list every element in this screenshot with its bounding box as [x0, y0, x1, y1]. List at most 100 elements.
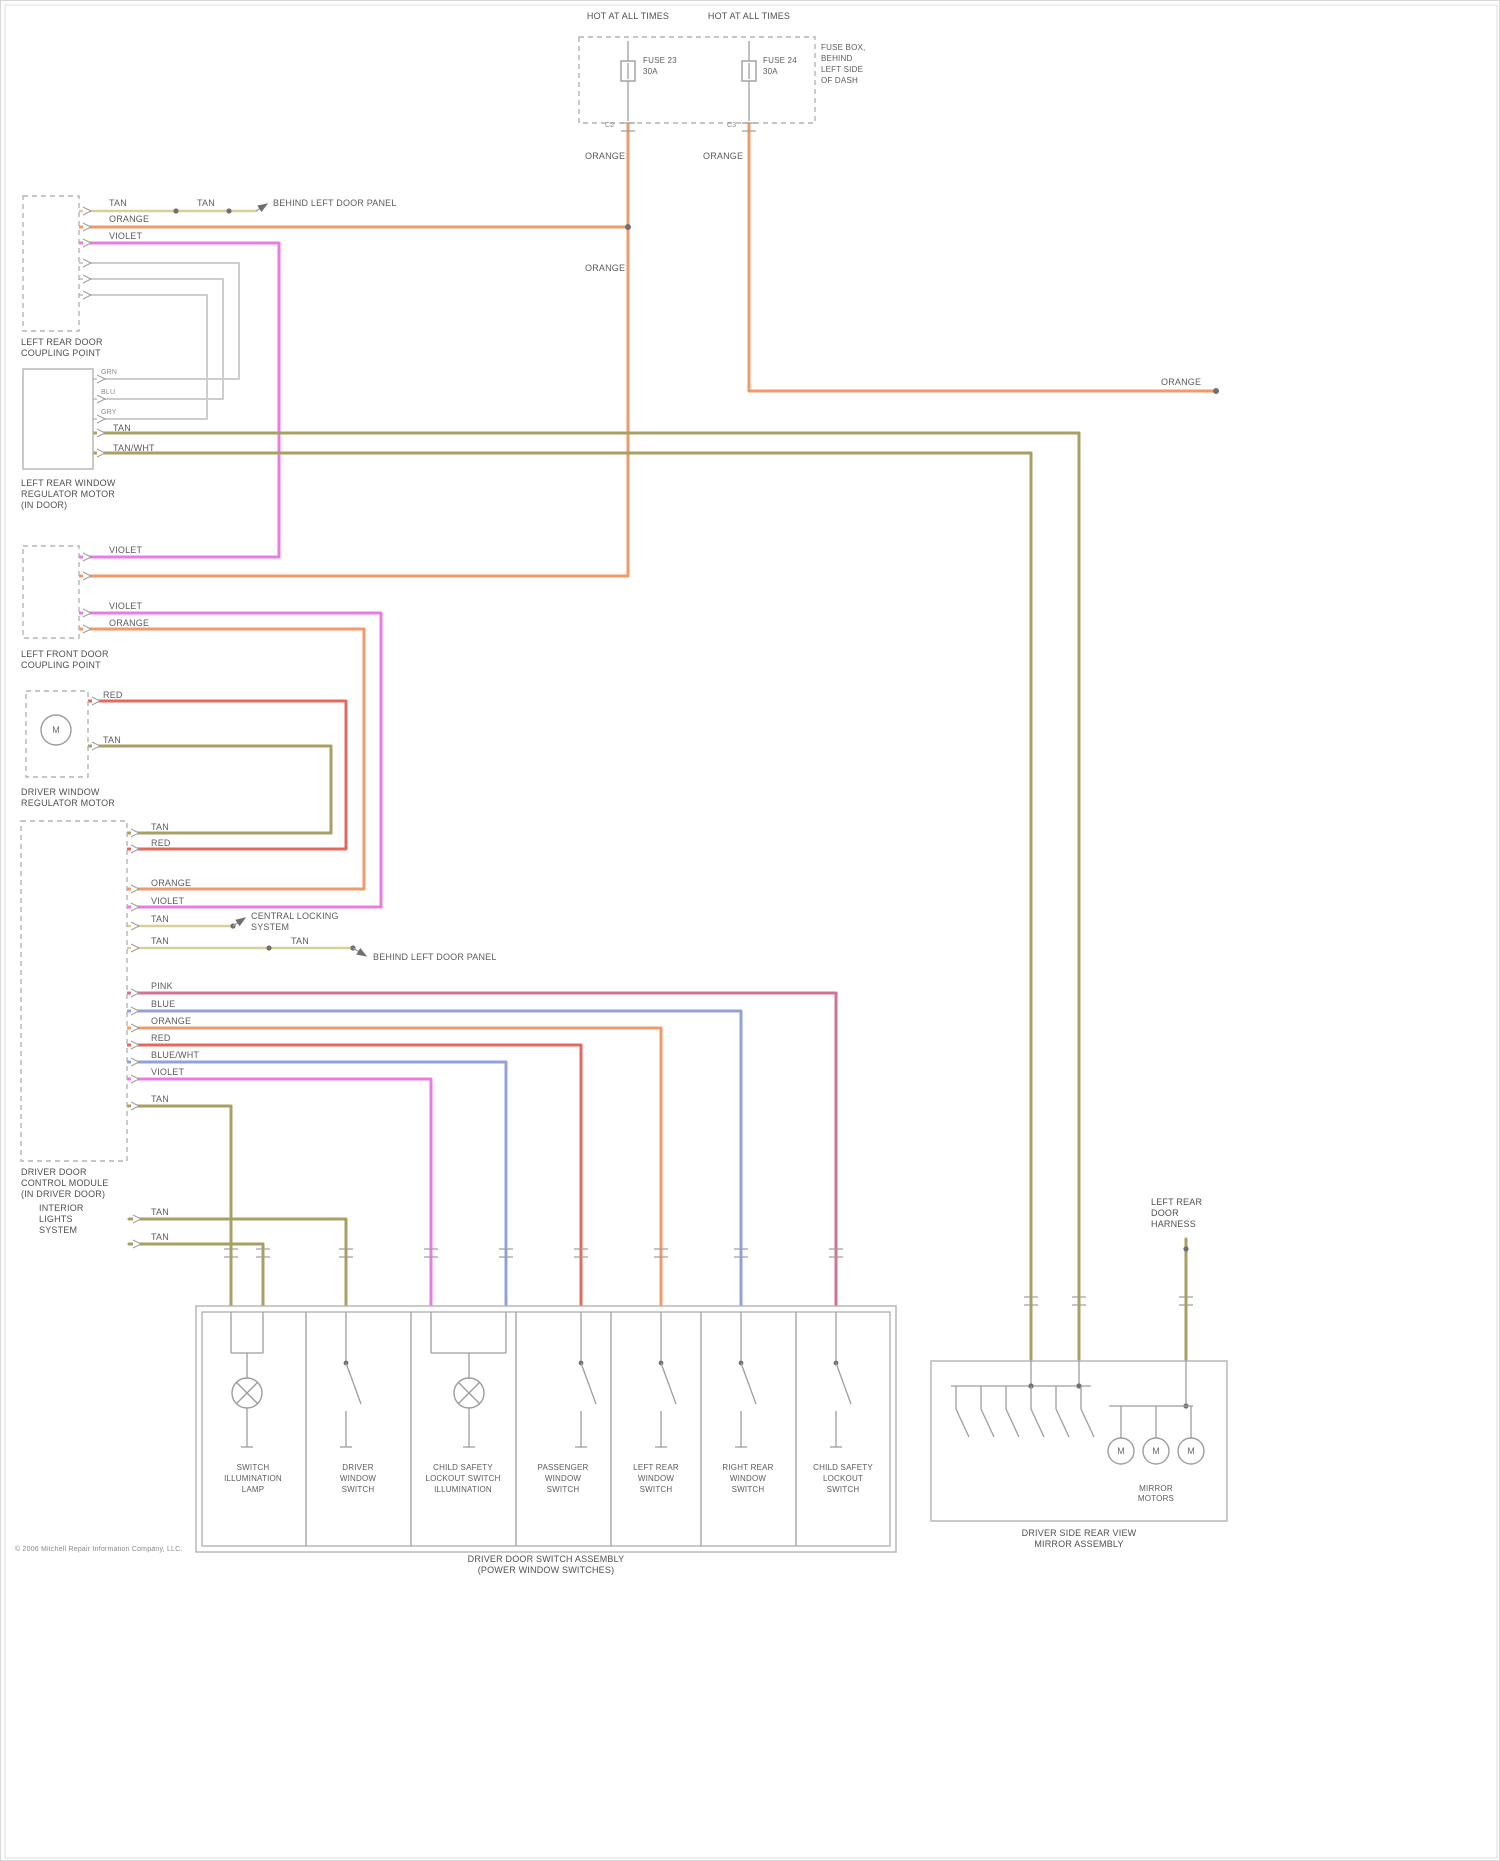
mirror-assembly: M M M [930, 1360, 1228, 1522]
mirror-inner-label-2: MOTORS [1137, 1494, 1175, 1503]
grn-label: GRN [101, 369, 118, 376]
fusebox-note-3: LEFT SIDE [821, 65, 864, 74]
section3-label-3: ILLUMINATION [434, 1485, 492, 1494]
tan-label-1: TAN [109, 198, 127, 208]
switch-assembly-inner-box [201, 1311, 891, 1547]
section5-label-1: LEFT REAR [633, 1463, 679, 1472]
rear-harness-label-2: DOOR [1151, 1208, 1179, 1218]
section6-label-1: RIGHT REAR [722, 1463, 774, 1472]
door-panel-note-pointer [352, 947, 368, 957]
wire-pink-module-s7 [125, 991, 838, 1313]
rear-window-motor-label-1: LEFT REAR WINDOW [21, 478, 116, 488]
door-module-label-2: CONTROL MODULE [21, 1178, 109, 1188]
module-pin-label-blue: BLUE [151, 999, 176, 1009]
rear-window-motor-label-2: REGULATOR MOTOR [21, 489, 116, 499]
section7-label-1: CHILD SAFETY [813, 1463, 873, 1472]
rear-door-coupling-box [22, 195, 80, 332]
door-module-label-1: DRIVER DOOR [21, 1167, 87, 1177]
wire-tan-long-2 [91, 451, 1033, 1363]
inline-connectors [223, 1248, 1194, 1306]
rear-door-coupling-label-1: LEFT REAR DOOR [21, 337, 103, 347]
tan-label-5: TAN [151, 1207, 169, 1217]
wire-violet-coupling-link [77, 241, 281, 559]
section4-label-2: WINDOW [544, 1474, 582, 1483]
orange-label-2: ORANGE [703, 151, 744, 161]
section4-label-1: PASSENGER [537, 1463, 589, 1472]
front-door-coupling-label-1: LEFT FRONT DOOR [21, 649, 109, 659]
orange-label-3: ORANGE [585, 263, 626, 273]
section6-label-3: SWITCH [731, 1485, 765, 1494]
section2-label-1: DRIVER [342, 1463, 374, 1472]
module-pin-label-pink: PINK [151, 981, 173, 991]
section1-label-3: LAMP [241, 1485, 265, 1494]
tan-label-6: TAN [151, 1232, 169, 1242]
wire-orange-module-s5 [125, 1026, 663, 1313]
mirror-motor-3-icon [1177, 1437, 1205, 1465]
module-pin-label-orange-1: ORANGE [151, 878, 192, 888]
fuse-panel [578, 36, 816, 132]
page-border [4, 4, 1498, 1859]
fuse2-name: FUSE 24 [763, 56, 797, 65]
mirror-motor-2-letter: M [1152, 1446, 1160, 1456]
fusebox-note-4: OF DASH [821, 76, 858, 85]
module-pin-label-red-2: RED [151, 1033, 171, 1043]
wire-tan-lights-s1 [127, 1242, 265, 1313]
blu-label: BLU [101, 389, 116, 396]
wire-bluewht-module-s3 [125, 1060, 508, 1313]
rear-door-note-pointer [255, 203, 269, 213]
orange-label-1: ORANGE [585, 151, 626, 161]
window-motor-letter: M [52, 725, 60, 735]
window-motor-box [25, 690, 89, 778]
section2-label-2: WINDOW [339, 1474, 377, 1483]
violet-label-1: VIOLET [109, 231, 143, 241]
module-pin-label-tan-3: TAN [151, 936, 169, 946]
section4-label-3: SWITCH [546, 1485, 580, 1494]
tan-label-4: TAN [103, 735, 121, 745]
wire-gray-loop-3 [79, 294, 208, 420]
section1-label-2: ILLUMINATION [224, 1474, 282, 1483]
wire-gray-loop-2 [79, 278, 224, 400]
wire-tan-motor-module [86, 744, 333, 835]
section1-label-1: SWITCH [236, 1463, 270, 1472]
wire-orange-fuse1-feed [77, 119, 630, 578]
red-label-1: RED [103, 690, 123, 700]
front-door-coupling-box [22, 545, 80, 639]
interior-lights-label-3: SYSTEM [39, 1225, 78, 1235]
module-pin-label-orange-2: ORANGE [151, 1016, 192, 1026]
tan-label-2: TAN [197, 198, 215, 208]
wire-orange-fuse2-feed [747, 119, 1218, 393]
central-locking-note-1: CENTRAL LOCKING [251, 911, 339, 921]
module-pin-label-tan-2: TAN [151, 914, 169, 924]
door-module-label-3: (IN DRIVER DOOR) [21, 1189, 106, 1199]
mirror-motor-3-letter: M [1187, 1446, 1195, 1456]
orange-label-6: ORANGE [109, 618, 150, 628]
interior-lights-label-2: LIGHTS [39, 1214, 73, 1224]
wire-blue-module-s6 [125, 1009, 743, 1313]
rear-harness-label-1: LEFT REAR [1151, 1197, 1203, 1207]
module-pin-label-violet-1: VIOLET [151, 896, 185, 906]
copyright-text: © 2006 Mitchell Repair Information Compa… [15, 1546, 183, 1553]
module-pin-label-tan-4: TAN [151, 1094, 169, 1104]
mirror-assembly-caption-2: MIRROR ASSEMBLY [1034, 1539, 1124, 1549]
section3-label-2: LOCKOUT SWITCH [425, 1474, 501, 1483]
violet-label-3: VIOLET [109, 601, 143, 611]
mirror-motor-1-letter: M [1117, 1446, 1125, 1456]
locking-note-pointer [232, 917, 247, 927]
window-motor-circle [40, 714, 72, 746]
section3-label-1: CHILD SAFETY [433, 1463, 493, 1472]
fuse-panel-box [578, 36, 816, 124]
rear-harness-label-3: HARNESS [1151, 1219, 1196, 1229]
illumination-lamp-icon [231, 1377, 263, 1409]
violet-label-2: VIOLET [109, 545, 143, 555]
section7-label-3: SWITCH [826, 1485, 860, 1494]
mirror-switch-contacts [955, 1386, 1095, 1438]
mirror-assembly-caption-1: DRIVER SIDE REAR VIEW [1021, 1528, 1137, 1538]
component-outlines: M [20, 195, 128, 1162]
driver-window-switch-icon [345, 1362, 362, 1405]
fuse2-amp: 30A [763, 67, 778, 76]
fuse1-amp: 30A [643, 67, 658, 76]
fuse1-name: FUSE 23 [643, 56, 677, 65]
hot-right-label: HOT AT ALL TIMES [707, 11, 791, 21]
